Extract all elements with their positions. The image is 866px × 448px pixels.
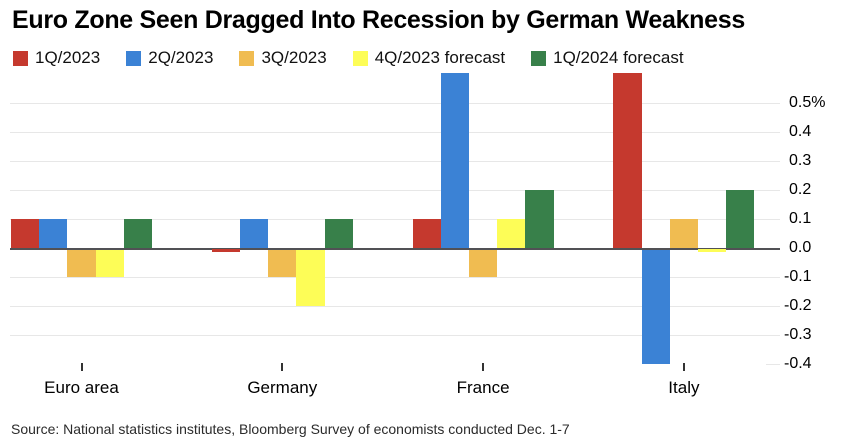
y-axis-label: 0.5% [789,93,826,111]
category-label: Germany [247,378,318,397]
legend-swatch-icon [126,50,142,66]
bar-1q-2023-italy [613,73,642,248]
y-tick-dash [766,364,780,366]
y-axis-label: 0.4 [789,122,812,140]
legend-swatch-icon [531,50,547,66]
bar-4q-2023-forecast-italy [698,249,727,252]
bar-4q-2023-forecast-euro-area [95,248,124,278]
y-axis-label: 0.2 [789,180,812,198]
bar-2q-2023-euro-area [39,218,68,248]
bar-3q-2023-euro-area [67,248,96,278]
bar-1q-2024-forecast-italy [726,189,755,248]
y-axis-label: 0.1 [789,209,812,227]
bar-2q-2023-france [440,73,469,248]
bar-1q-2024-forecast-euro-area [123,218,152,248]
bar-1q-2024-forecast-france [525,189,554,248]
zero-axis-line [10,248,780,250]
y-axis-label: -0.3 [784,326,812,344]
gridline [10,102,780,104]
x-axis-tick [482,363,485,371]
bar-1q-2023-france [412,218,441,248]
chart-title: Euro Zone Seen Dragged Into Recession by… [12,6,745,34]
bar-3q-2023-italy [669,218,698,248]
legend-label: 1Q/2024 forecast [553,48,684,67]
gridline [10,160,780,162]
bar-2q-2023-italy [641,248,670,365]
bar-4q-2023-forecast-germany [296,248,325,307]
bar-2q-2023-germany [240,218,269,248]
x-axis-tick [281,363,284,371]
bar-4q-2023-forecast-france [497,218,526,248]
source-note: Source: National statistics institutes, … [11,421,570,437]
gridline [10,189,780,191]
chart-legend: 1Q/2023 2Q/2023 3Q/2023 4Q/2023 forecast 1Q/… [13,48,684,68]
legend-item-2: 3Q/2023 [239,48,327,68]
y-axis-label: -0.2 [784,297,812,315]
bar-3q-2023-germany [268,248,297,278]
y-axis-label: -0.4 [784,355,812,373]
bar-1q-2023-euro-area [11,218,40,248]
legend-item-0: 1Q/2023 [13,48,100,68]
legend-item-3: 4Q/2023 forecast [352,48,506,68]
legend-swatch-icon [239,50,255,66]
y-axis-label: 0.3 [789,151,812,169]
gridline [10,335,780,337]
y-axis-label: -0.1 [784,268,812,286]
category-label: Italy [668,378,700,397]
category-label: Euro area [44,378,119,397]
legend-label: 1Q/2023 [35,48,101,67]
bar-1q-2024-forecast-germany [324,218,353,248]
x-axis-tick [682,363,685,371]
gridline [10,306,780,308]
legend-label: 3Q/2023 [261,48,327,67]
legend-swatch-icon [13,50,28,66]
y-axis-label: 0.0 [789,239,812,256]
gridline [10,218,780,220]
legend-label: 2Q/2023 [148,48,214,67]
legend-item-4: 1Q/2024 forecast [531,48,684,68]
gridline [10,277,780,279]
bar-3q-2023-france [469,248,498,278]
gridline [10,131,780,133]
bar-1q-2023-germany [211,249,240,252]
legend-label: 4Q/2023 forecast [374,48,506,67]
category-label: France [456,378,510,397]
x-axis-tick [80,363,83,371]
legend-swatch-icon [352,50,368,66]
legend-item-1: 2Q/2023 [126,48,213,68]
